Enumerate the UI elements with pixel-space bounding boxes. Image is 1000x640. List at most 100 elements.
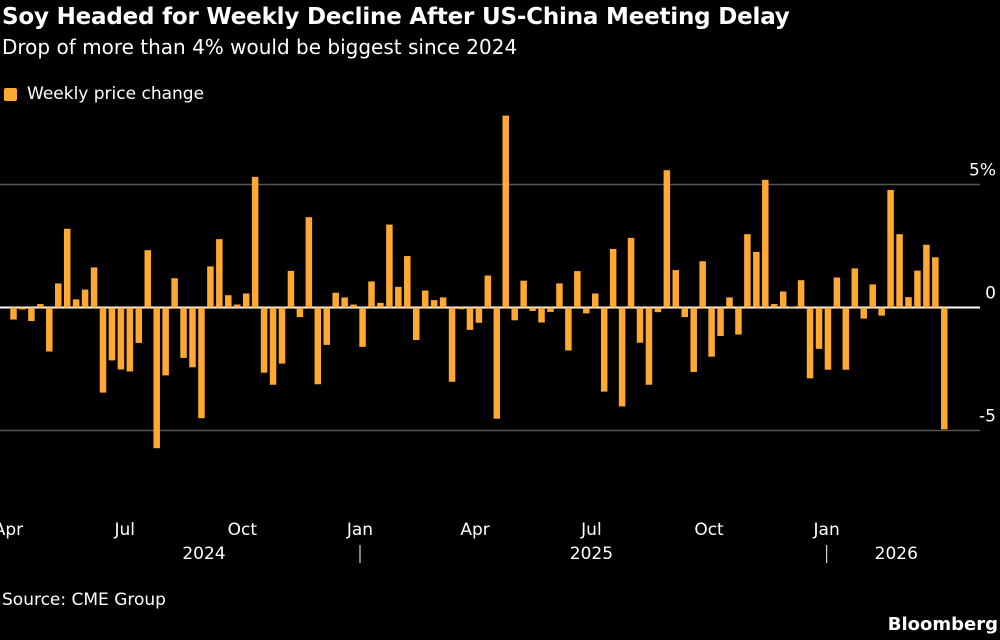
bar [914, 270, 921, 308]
year-label: 2025 [570, 544, 613, 564]
bar [457, 307, 465, 310]
bar [538, 307, 545, 323]
bar [735, 307, 742, 335]
bar [618, 307, 626, 407]
bar [869, 284, 876, 308]
x-tick-label: Jul [580, 520, 602, 540]
bar [556, 283, 563, 308]
x-tick-label: Jul [113, 520, 135, 540]
bar [37, 304, 44, 308]
bar [609, 248, 617, 308]
bar [842, 307, 850, 370]
bar [708, 307, 715, 357]
bar [806, 307, 814, 379]
year-label: 2024 [182, 544, 225, 564]
bar [216, 239, 223, 308]
bar [583, 307, 590, 314]
bar [726, 297, 733, 308]
bar [377, 302, 384, 308]
bar [699, 261, 706, 308]
bloomberg-logo: Bloomberg [887, 614, 998, 635]
y-tick-label: 0 [985, 284, 996, 304]
bar [225, 295, 232, 308]
bar [421, 290, 429, 308]
bar [430, 300, 438, 308]
bar [341, 297, 348, 308]
bar [600, 307, 608, 392]
bar [941, 307, 948, 430]
bar [135, 307, 143, 343]
bar [269, 307, 277, 385]
bar [28, 307, 35, 322]
bar [287, 270, 295, 308]
source-note: Source: CME Group [2, 590, 166, 610]
bar [46, 307, 53, 352]
bar [762, 179, 769, 308]
bar [251, 176, 259, 308]
bar [144, 250, 151, 308]
bar [448, 307, 456, 382]
bar [153, 307, 160, 449]
bar [90, 267, 98, 308]
bar [395, 286, 402, 308]
bar [815, 307, 823, 349]
bar [126, 307, 134, 372]
bar [260, 307, 268, 373]
bar [386, 224, 393, 308]
bar [744, 234, 751, 308]
legend-label: Weekly price change [27, 84, 205, 104]
bar [350, 304, 357, 308]
bar [860, 307, 867, 319]
bar [672, 270, 680, 308]
bar [72, 299, 80, 308]
year-label: 2026 [875, 544, 918, 564]
bar [520, 280, 527, 308]
bar [896, 234, 903, 308]
bar [797, 280, 805, 308]
chart-title: Soy Headed for Weekly Decline After US-C… [2, 4, 790, 30]
bar [296, 307, 304, 318]
bar [833, 277, 841, 308]
bar [404, 256, 411, 308]
bar [824, 307, 832, 370]
bar [493, 307, 501, 419]
bar [717, 307, 724, 337]
bar [332, 292, 339, 308]
bar [439, 297, 447, 308]
bar [19, 307, 26, 310]
chart-subtitle: Drop of more than 4% would be biggest si… [2, 35, 518, 59]
bar [592, 293, 599, 308]
bar [413, 307, 420, 340]
bar [314, 307, 322, 385]
bar [189, 307, 196, 368]
bar [10, 307, 17, 320]
bar [81, 289, 89, 308]
bar [108, 307, 116, 361]
bar [654, 307, 662, 313]
bar [278, 307, 286, 364]
bar [180, 307, 187, 358]
bar [878, 307, 885, 316]
bar [117, 307, 125, 370]
legend: Weekly price change [4, 84, 204, 104]
bar [923, 244, 930, 308]
legend-swatch [4, 87, 17, 101]
bar [574, 271, 581, 308]
bar [162, 307, 169, 376]
x-tick-label: Jan [813, 520, 840, 540]
bar [198, 307, 205, 419]
bar [484, 275, 492, 308]
bar [645, 307, 653, 385]
bar [690, 307, 697, 372]
bar [663, 170, 671, 308]
bar [99, 307, 107, 393]
x-tick-label: Oct [228, 520, 258, 540]
bar [636, 307, 644, 343]
bar [207, 266, 214, 308]
bar [779, 291, 787, 308]
bar [851, 268, 859, 308]
bar [565, 307, 572, 351]
bar [771, 304, 778, 308]
bar [55, 283, 62, 308]
